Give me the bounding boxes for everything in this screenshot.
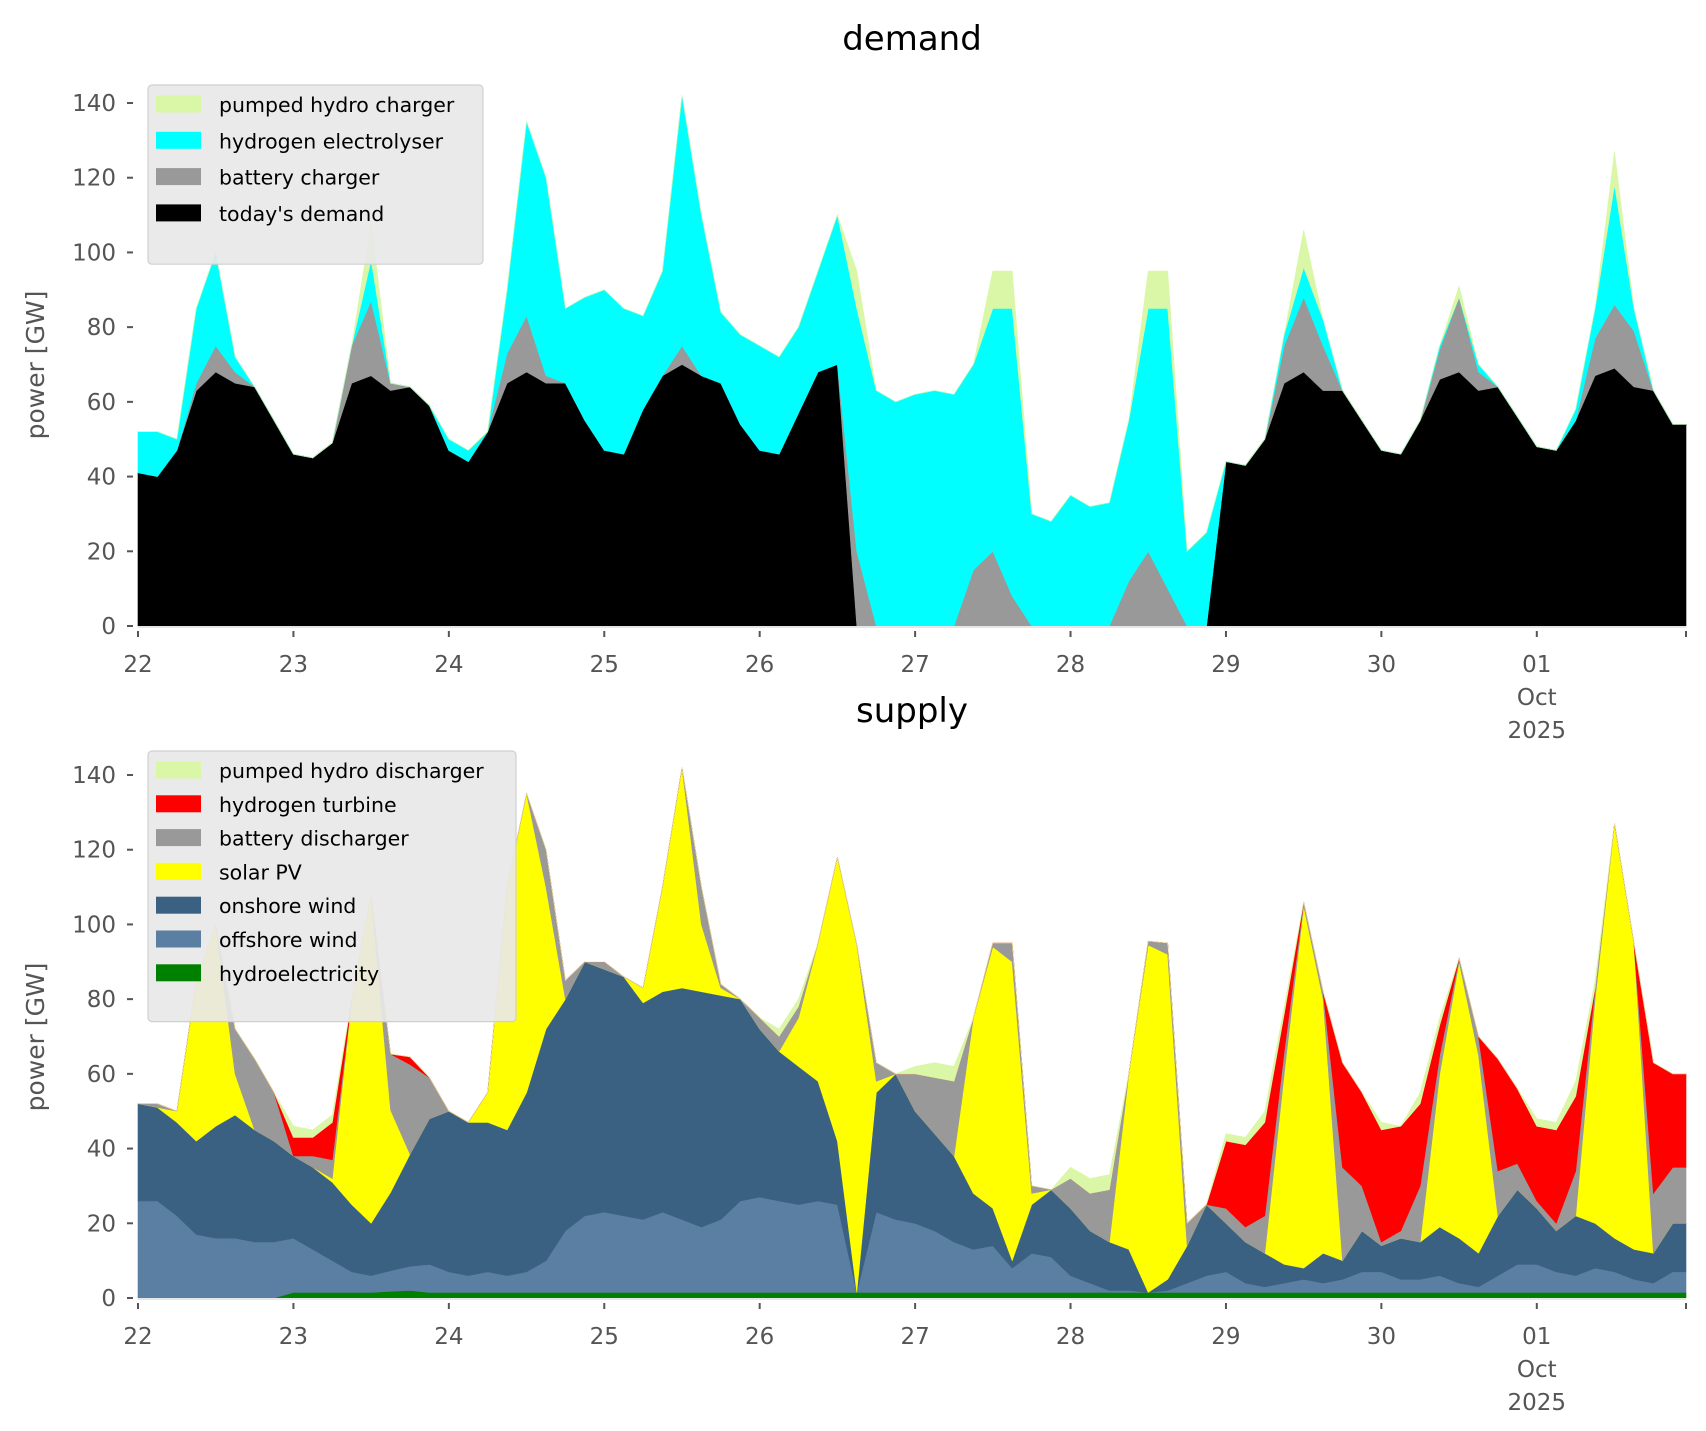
x-tick-label: 2025 (1508, 1390, 1567, 1416)
legend-swatch (156, 168, 201, 186)
legend-label: today's demand (219, 202, 384, 226)
x-tick-label: 25 (590, 1324, 619, 1350)
x-tick-label: 23 (279, 1324, 308, 1350)
legend-swatch (156, 862, 201, 880)
x-tick-label: 27 (900, 652, 929, 678)
y-tick-label: 140 (72, 763, 116, 789)
legend-item-today-s-demand: today's demand (156, 202, 384, 226)
legend-label: solar PV (219, 860, 302, 884)
supply-legend: pumped hydro discharger hydrogen turbine b… (147, 750, 517, 1023)
x-tick-label: Oct (1517, 1357, 1557, 1383)
legend-item-onshore-wind: onshore wind (156, 894, 356, 918)
x-tick-label: 23 (279, 652, 308, 678)
legend-swatch (156, 896, 201, 914)
legend-item-pumped-hydro-charger: pumped hydro charger (156, 93, 455, 117)
y-tick-label: 0 (101, 1286, 116, 1312)
legend-item-battery-discharger: battery discharger (156, 827, 409, 851)
demand-legend: pumped hydro charger hydrogen electrolyse… (147, 84, 484, 265)
y-tick-label: 0 (101, 614, 116, 640)
supply-axes: 0 20 40 60 80 100 120 140 22 23 24 25 26 27 28 29 30 01 Oc… (72, 763, 1687, 1416)
supply-y-axis-label: power [GW] (21, 963, 50, 1112)
x-tick-label: 25 (590, 652, 619, 678)
legend-label: hydrogen electrolyser (219, 129, 444, 153)
legend-label: hydrogen turbine (219, 793, 397, 817)
legend-item-hydrogen-turbine: hydrogen turbine (156, 793, 397, 817)
legend-label: battery charger (219, 166, 380, 190)
legend-swatch (156, 964, 201, 982)
x-tick-label: 01 (1522, 652, 1551, 678)
y-tick-label: 60 (87, 1062, 116, 1088)
legend-box (147, 84, 484, 265)
demand-title: demand (842, 19, 982, 59)
legend-label: hydroelectricity (219, 962, 379, 986)
x-tick-label: 22 (123, 1324, 152, 1350)
x-tick-label: 27 (900, 1324, 929, 1350)
x-tick-label: 24 (434, 652, 463, 678)
x-tick-label: 28 (1056, 1324, 1085, 1350)
x-tick-label: 01 (1522, 1324, 1551, 1350)
legend-item-offshore-wind: offshore wind (156, 928, 357, 952)
y-tick-label: 120 (72, 838, 116, 864)
area-pumped-hydro-charger (138, 95, 1686, 552)
legend-label: onshore wind (219, 894, 356, 918)
y-tick-label: 40 (87, 1137, 116, 1163)
x-tick-label: 30 (1367, 1324, 1396, 1350)
x-tick-label: Oct (1517, 685, 1557, 711)
x-tick-label: 26 (745, 652, 774, 678)
x-tick-label: 26 (745, 1324, 774, 1350)
y-tick-label: 80 (87, 315, 116, 341)
y-tick-label: 140 (72, 91, 116, 117)
legend-item-hydrogen-electrolyser: hydrogen electrolyser (156, 129, 444, 153)
y-tick-label: 120 (72, 166, 116, 192)
area-pumped-hydro-discharger (138, 767, 1686, 1224)
legend-swatch (156, 95, 201, 113)
y-tick-label: 100 (72, 912, 116, 938)
legend-swatch (156, 204, 201, 222)
y-tick-label: 100 (72, 240, 116, 266)
supply-title: supply (856, 691, 968, 731)
x-tick-label: 29 (1211, 1324, 1240, 1350)
x-tick-label: 24 (434, 1324, 463, 1350)
legend-label: pumped hydro discharger (219, 759, 484, 783)
supply-panel: supply power [GW] 0 20 40 60 80 100 120 140 22 23… (21, 691, 1687, 1416)
demand-y-axis-label: power [GW] (21, 291, 50, 440)
x-tick-label: 28 (1056, 652, 1085, 678)
legend-item-hydroelectricity: hydroelectricity (156, 962, 379, 986)
legend-item-solar-pv: solar PV (156, 860, 302, 884)
legend-item-battery-charger: battery charger (156, 166, 380, 190)
legend-item-pumped-hydro-discharger: pumped hydro discharger (156, 759, 484, 783)
x-tick-label: 29 (1211, 652, 1240, 678)
demand-axes: 0 20 40 60 80 100 120 140 22 23 24 25 26 27 28 29 30 01 Oc… (72, 91, 1687, 744)
y-tick-label: 20 (87, 1211, 116, 1237)
y-tick-label: 40 (87, 465, 116, 491)
x-tick-label: 22 (123, 652, 152, 678)
x-tick-label: 2025 (1508, 718, 1567, 744)
legend-swatch (156, 131, 201, 149)
supply-areas (137, 767, 1687, 1299)
legend-label: battery discharger (219, 827, 409, 851)
legend-swatch (156, 761, 201, 779)
legend-box (147, 750, 517, 1023)
legend-swatch (156, 795, 201, 813)
y-tick-label: 60 (87, 390, 116, 416)
legend-swatch (156, 829, 201, 847)
legend-label: pumped hydro charger (219, 93, 455, 117)
legend-label: offshore wind (219, 928, 357, 952)
y-tick-label: 80 (87, 987, 116, 1013)
y-tick-label: 20 (87, 539, 116, 565)
x-tick-label: 30 (1367, 652, 1396, 678)
demand-panel: demand power [GW] 0 20 40 60 80 100 120 140 22 23… (21, 19, 1687, 744)
legend-swatch (156, 930, 201, 948)
